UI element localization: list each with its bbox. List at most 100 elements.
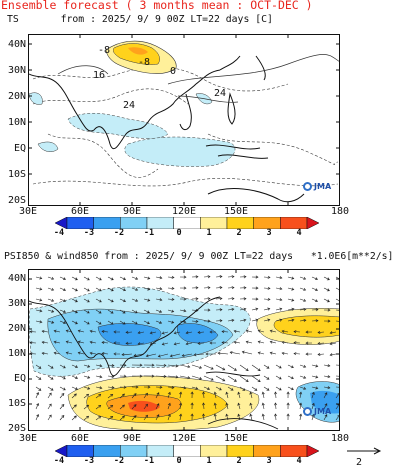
y-tick-label: 20S <box>7 423 26 434</box>
wind-vector <box>173 342 181 346</box>
wind-vector <box>83 298 90 303</box>
wind-vector <box>53 351 61 355</box>
wind-vector <box>179 275 187 279</box>
wind-vector <box>323 364 331 368</box>
wind-vector <box>215 297 223 301</box>
wind-vector <box>95 298 102 303</box>
wind-vector <box>215 319 223 323</box>
wind-vector <box>143 374 155 378</box>
wind-vector <box>107 320 114 325</box>
wind-vector <box>83 309 90 314</box>
contour-label: -8 <box>138 57 150 68</box>
wind-vector <box>263 286 271 290</box>
wind-vector <box>95 375 103 379</box>
wind-vector <box>239 275 247 279</box>
x-tick-label: 60E <box>70 206 90 217</box>
wind-vector <box>311 276 319 280</box>
wind-vector <box>274 413 278 421</box>
wind-vector <box>83 375 91 379</box>
wind-vector <box>167 413 171 421</box>
wind-vector <box>311 298 319 302</box>
wind-vector <box>143 298 151 302</box>
wind-vector <box>107 393 114 399</box>
wind-vector <box>299 318 307 322</box>
wind-vector <box>227 386 234 391</box>
wind-vector <box>119 415 125 421</box>
wind-vector <box>71 298 78 303</box>
colorbar-tick-label: 3 <box>266 228 272 238</box>
wind-vector <box>203 364 214 370</box>
wind-vector <box>203 386 211 390</box>
wind-vector <box>202 402 206 410</box>
panel2-units: *1.0E6[m**2/s] <box>310 251 394 262</box>
wind-vector <box>323 386 331 390</box>
wind-vector <box>113 352 121 356</box>
wind-vector <box>59 375 66 380</box>
wind-vector <box>239 297 247 301</box>
wind-vector <box>239 286 247 290</box>
wind-vector <box>261 402 265 410</box>
wind-vector <box>203 286 211 290</box>
wind-vector <box>155 414 160 421</box>
wind-vector <box>169 353 181 358</box>
wind-vector <box>293 330 301 334</box>
wind-vector <box>35 276 43 280</box>
x-tick-label: 120E <box>171 433 197 444</box>
wind-vector <box>269 351 277 355</box>
x-tick-label: 30E <box>18 433 38 444</box>
wind-vector <box>167 297 175 301</box>
wind-vector <box>155 287 163 291</box>
colorbar-tick-label: -1 <box>143 228 155 238</box>
colorbar-1 <box>55 217 319 229</box>
y-tick-label: EQ <box>13 143 26 154</box>
wind-vector <box>119 393 125 399</box>
wind-vector <box>311 413 315 421</box>
wind-vector <box>251 286 259 290</box>
wind-vector <box>35 298 43 302</box>
wind-vector <box>261 391 265 399</box>
reference-vector-label: 2 <box>356 457 363 468</box>
wind-vector <box>107 415 114 421</box>
wind-vector <box>41 329 49 333</box>
wind-vector <box>155 392 160 399</box>
wind-vector <box>205 352 216 356</box>
wind-vector <box>47 364 54 369</box>
wind-vector <box>119 298 127 303</box>
wind-vector <box>179 386 187 390</box>
wind-vector <box>35 386 42 391</box>
wind-vector <box>77 329 85 333</box>
wind-vector <box>101 330 109 334</box>
wind-vector <box>71 309 78 314</box>
x-tick-label: 180 <box>330 206 350 217</box>
wind-vector <box>131 298 139 302</box>
wind-vector <box>41 351 49 355</box>
wind-vector <box>95 320 102 325</box>
wind-vector <box>131 287 139 291</box>
wind-vector <box>299 276 307 280</box>
wind-vector <box>161 342 169 346</box>
wind-vector <box>53 329 61 333</box>
wind-vector <box>241 350 253 355</box>
wind-vector <box>251 297 259 301</box>
wind-vector <box>185 331 193 335</box>
wind-vector <box>83 276 90 281</box>
wind-vector <box>323 414 328 421</box>
wind-vector <box>107 404 114 410</box>
wind-vector <box>323 392 328 399</box>
y-tick-label: 10S <box>7 398 26 409</box>
wind-vector <box>323 319 331 323</box>
wind-vector <box>249 391 253 399</box>
wind-vector <box>193 353 205 357</box>
wind-vector <box>217 351 229 355</box>
wind-vector <box>47 298 55 302</box>
colorbar-extend-high <box>306 217 319 229</box>
wind-vector <box>71 393 77 399</box>
wind-vector <box>47 392 52 399</box>
wind-vector <box>143 320 150 325</box>
wind-vector <box>213 402 217 410</box>
wind-vector <box>95 364 103 368</box>
wind-vector <box>191 286 199 290</box>
y-tick-label: 40N <box>7 39 26 50</box>
wind-vector <box>202 413 206 421</box>
wind-vector <box>71 386 79 390</box>
